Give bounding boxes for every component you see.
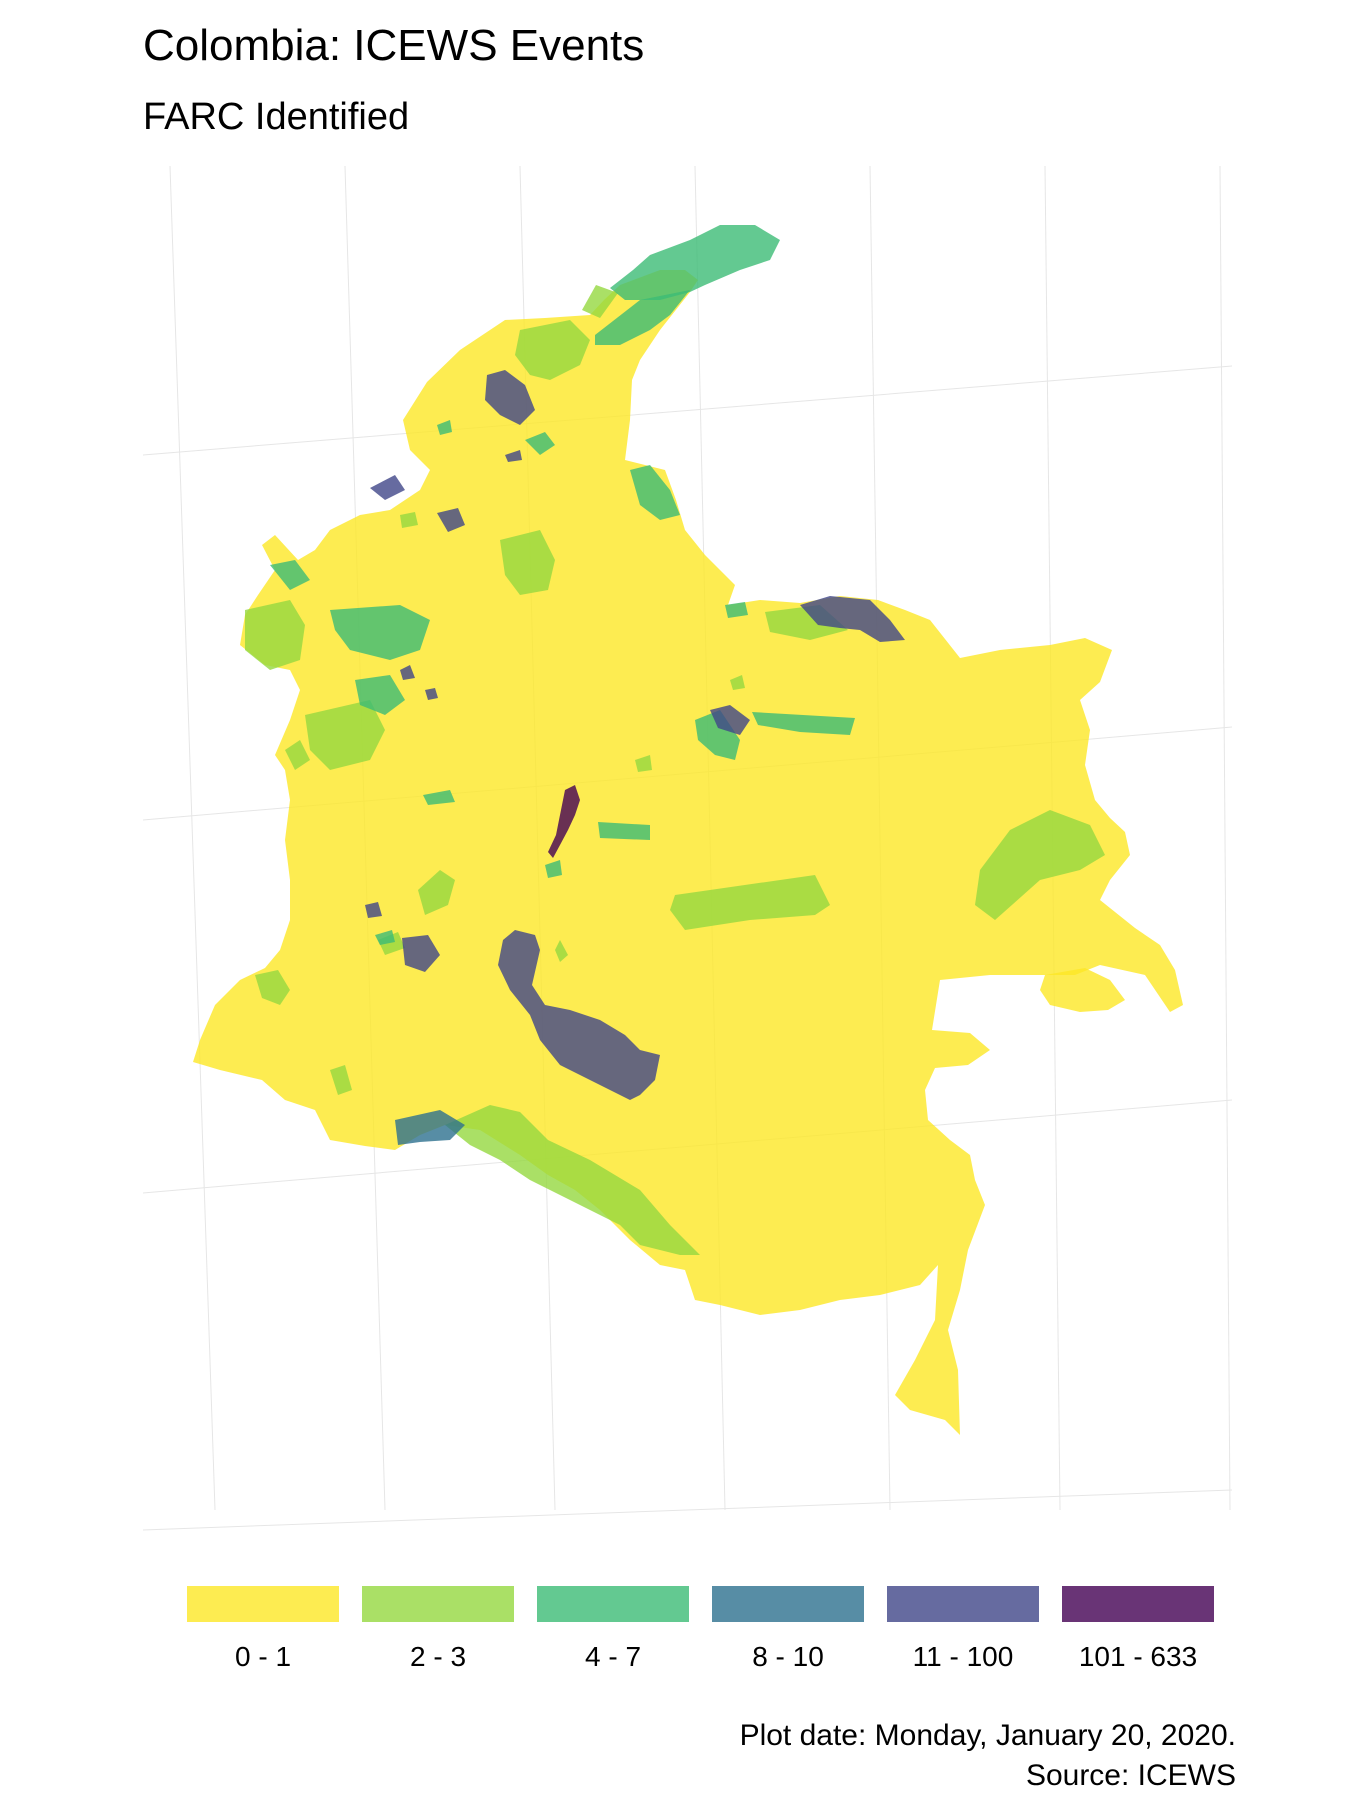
legend-swatch: [1062, 1586, 1214, 1622]
region-magdalena-teal: [595, 290, 690, 345]
legend-item: 4 - 7: [537, 1586, 689, 1686]
legend-label: 0 - 1: [234, 1641, 292, 1672]
graticule-line: [142, 365, 1233, 456]
region-sucre-green: [400, 512, 418, 528]
region-bogota-dark: [548, 785, 580, 858]
legend-label: 2 - 3: [409, 1641, 467, 1672]
region-choco-green: [245, 600, 305, 670]
region-antioquia-purple-2: [400, 665, 415, 680]
region-antioquia-purple-3: [425, 688, 438, 700]
region-putumayo-green: [445, 1105, 700, 1255]
region-small-green-2: [635, 755, 652, 772]
region-antioquia-teal-1: [330, 605, 430, 660]
region-norte-santander-teal: [695, 710, 740, 760]
plot-date-caption: Plot date: Monday, January 20, 2020.: [739, 1719, 1236, 1752]
legend-label: 8 - 10: [752, 1641, 824, 1672]
region-meta-teal: [598, 822, 650, 840]
region-catatumbo-purple: [800, 596, 905, 642]
region-antioquia-purple: [437, 508, 465, 532]
graticule-line: [169, 165, 216, 1511]
region-antioquia-green-1: [305, 700, 385, 770]
region-guainia-east: [1040, 968, 1125, 1012]
caption: Plot date: Monday, January 20, 2020. Sou…: [740, 1716, 1236, 1796]
region-caqueta-purple: [498, 930, 660, 1100]
region-cordoba-purple: [370, 475, 405, 500]
graticule-line: [142, 1489, 1233, 1531]
region-cordoba-green: [500, 530, 555, 595]
graticule-line: [1219, 165, 1231, 1511]
region-boyaca-teal: [752, 712, 855, 735]
legend-swatch: [537, 1586, 689, 1622]
region-arauca-teal: [725, 602, 748, 618]
legend-swatch: [712, 1586, 864, 1622]
colombia-choropleth-map: [142, 165, 1233, 1531]
region-santander-purple: [710, 705, 750, 735]
colombia-base-region: [193, 270, 1183, 1435]
region-caribbean-green: [515, 320, 590, 380]
region-bolivar-purple: [485, 370, 535, 425]
legend-label: 101 - 633: [1078, 1641, 1198, 1672]
region-small-green-3: [730, 675, 745, 690]
region-antioquia-teal-2: [355, 675, 405, 715]
region-cesar-green: [582, 285, 618, 318]
legend-item: 2 - 3: [362, 1586, 514, 1686]
region-bolivar-teal: [525, 432, 555, 455]
region-caldas-purple: [365, 902, 382, 918]
legend-item: 8 - 10: [712, 1586, 864, 1686]
region-guajira-teal: [610, 225, 780, 300]
legend-label: 4 - 7: [584, 1641, 642, 1672]
source-caption: Source: ICEWS: [1025, 1759, 1236, 1792]
region-small-teal-2: [545, 860, 562, 878]
map-subtitle: FARC Identified: [143, 96, 410, 138]
legend: 0 - 1 2 - 3 4 - 7 8 - 10 11 - 100 101 - …: [187, 1586, 1227, 1686]
region-narino-blue: [395, 1110, 465, 1145]
region-caldas-teal: [423, 790, 455, 805]
legend-swatch: [887, 1586, 1039, 1622]
region-huila-purple: [402, 935, 440, 972]
legend-label: 11 - 100: [912, 1641, 1014, 1672]
legend-item: 101 - 633: [1062, 1586, 1214, 1686]
region-casanare-green: [670, 875, 830, 930]
regions: [193, 225, 1183, 1435]
region-cauca-green: [255, 970, 290, 1005]
legend-swatch: [362, 1586, 514, 1622]
map-title: Colombia: ICEWS Events: [143, 21, 645, 70]
region-antioquia-green-2: [285, 740, 310, 770]
legend-item: 11 - 100: [887, 1586, 1039, 1686]
legend-swatch: [187, 1586, 339, 1622]
region-atlantico-teal: [437, 420, 452, 435]
region-small-teal-1: [375, 930, 395, 945]
region-narino-green: [330, 1065, 352, 1095]
region-cesar-teal: [630, 465, 680, 520]
region-tolima-green: [418, 870, 455, 915]
region-small-green-1: [555, 940, 568, 962]
region-uraba-teal: [270, 560, 310, 590]
region-sucre-purple: [505, 450, 522, 462]
region-vichada-green: [975, 810, 1105, 920]
legend-item: 0 - 1: [187, 1586, 339, 1686]
